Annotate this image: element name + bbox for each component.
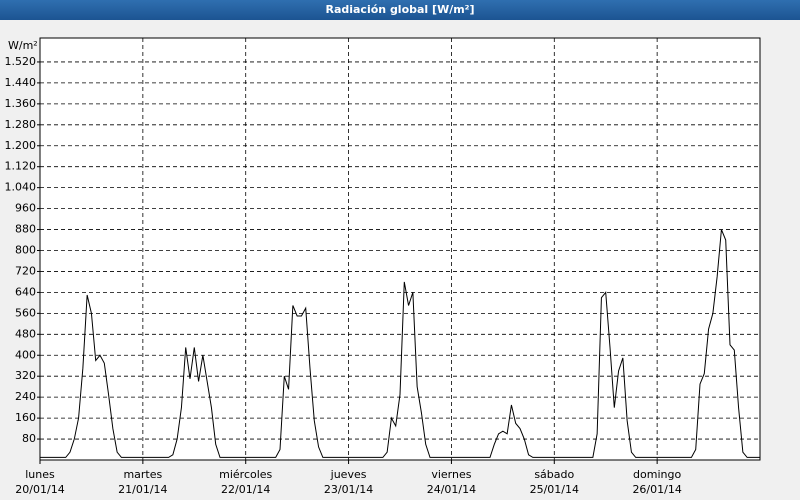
data-line (40, 229, 760, 458)
y-tick-label: 1.120 (5, 160, 37, 173)
x-tick-date: 22/01/14 (221, 483, 270, 496)
x-tick-date: 23/01/14 (324, 483, 373, 496)
y-tick-label: 1.200 (5, 139, 37, 152)
y-tick-label: 880 (15, 223, 36, 236)
x-tick-date: 21/01/14 (118, 483, 167, 496)
y-tick-label: 1.520 (5, 55, 37, 68)
x-tick-label: sábado (534, 468, 574, 481)
y-tick-label: 1.360 (5, 97, 37, 110)
y-tick-label: 560 (15, 306, 36, 319)
y-tick-label: 640 (15, 285, 36, 298)
y-tick-label: 240 (15, 390, 36, 403)
chart-title: Radiación global [W/m²] (325, 3, 474, 16)
x-tick-date: 24/01/14 (427, 483, 476, 496)
x-tick-date: 26/01/14 (632, 483, 681, 496)
y-tick-label: 800 (15, 244, 36, 257)
x-tick-label: miércoles (219, 468, 272, 481)
x-tick-label: domingo (633, 468, 681, 481)
y-tick-label: 160 (15, 411, 36, 424)
y-tick-label: 720 (15, 264, 36, 277)
x-tick-label: viernes (431, 468, 471, 481)
y-tick-label: 400 (15, 348, 36, 361)
y-tick-label: 1.040 (5, 181, 37, 194)
y-tick-label: 480 (15, 327, 36, 340)
y-unit: W/m² (8, 39, 38, 52)
y-tick-label: 960 (15, 202, 36, 215)
x-tick-date: 20/01/14 (15, 483, 64, 496)
y-tick-label: 80 (22, 432, 36, 445)
y-tick-label: 1.280 (5, 118, 37, 131)
y-tick-label: 320 (15, 369, 36, 382)
x-tick-label: martes (123, 468, 162, 481)
title-bar (0, 0, 800, 20)
x-tick-label: jueves (330, 468, 367, 481)
x-tick-label: lunes (25, 468, 55, 481)
y-tick-label: 1.440 (5, 76, 37, 89)
x-tick-date: 25/01/14 (530, 483, 579, 496)
